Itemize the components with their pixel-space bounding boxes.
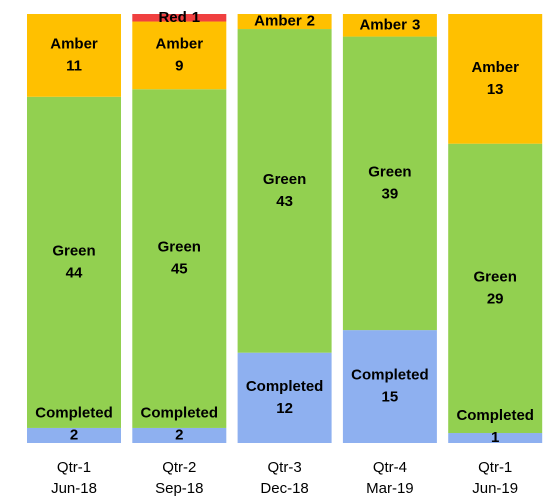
bar-segment — [237, 352, 332, 443]
x-tick-label: Jun-18 — [51, 480, 97, 497]
data-label: 1 — [491, 429, 499, 446]
bar-segment — [237, 14, 332, 30]
data-label-name: Green — [52, 242, 95, 259]
data-label: 11 — [66, 57, 82, 74]
bar-segment — [342, 330, 437, 443]
data-label-name: Green — [158, 239, 201, 256]
x-tick-label: Sep-18 — [155, 480, 203, 497]
data-label-name: Amber — [50, 35, 98, 52]
bar-segment — [237, 29, 332, 353]
data-label: 2 — [70, 426, 78, 443]
data-label-name: Completed — [351, 367, 429, 384]
data-label-name: Completed — [141, 404, 219, 421]
data-label: 9 — [175, 57, 183, 74]
data-label-name: Amber — [471, 59, 519, 76]
bar-segment — [342, 36, 437, 331]
data-label: 45 — [171, 261, 188, 278]
bar-segment — [132, 89, 227, 428]
data-label: Amber 2 — [254, 12, 315, 29]
data-label-value: 2 — [307, 12, 315, 29]
data-label: 29 — [487, 290, 504, 307]
data-label: 43 — [276, 193, 293, 210]
bar-segment — [448, 14, 543, 144]
data-label-name: Amber — [156, 35, 204, 52]
bar-segment — [132, 21, 227, 90]
bar-segment — [27, 427, 121, 443]
data-label: 13 — [487, 81, 504, 98]
bar-segment — [132, 14, 227, 22]
data-label: 44 — [66, 264, 83, 281]
x-tick-label: Qtr-1 — [57, 459, 91, 476]
bar-segment — [27, 14, 121, 97]
bar-segment — [448, 143, 543, 434]
data-label-name: Amber — [254, 12, 302, 29]
data-label-name: Green — [263, 171, 306, 188]
bar-segment — [448, 433, 543, 443]
x-tick-label: Qtr-3 — [268, 459, 302, 476]
data-label-name: Completed — [35, 404, 113, 421]
data-label-name: Amber — [359, 16, 407, 33]
data-label-name: Green — [474, 268, 517, 285]
data-label-name: Completed — [456, 407, 534, 424]
bar-segment — [132, 427, 227, 443]
bar-segment — [342, 14, 437, 37]
x-tick-label: Dec-18 — [260, 480, 308, 497]
data-label: 2 — [175, 426, 183, 443]
data-label: 39 — [382, 185, 399, 202]
x-tick-label: Qtr-1 — [478, 459, 512, 476]
x-tick-label: Qtr-2 — [162, 459, 196, 476]
x-tick-label: Qtr-4 — [373, 459, 407, 476]
bar-segment — [27, 96, 121, 428]
data-label: 12 — [276, 400, 293, 417]
data-label: Red 1 — [158, 9, 200, 26]
data-label: 15 — [382, 389, 399, 406]
data-label-value: 3 — [412, 16, 420, 33]
x-tick-label: Mar-19 — [366, 480, 414, 497]
data-label-value: 1 — [192, 9, 200, 26]
data-label-name: Green — [368, 163, 411, 180]
data-label-name: Red — [158, 9, 186, 26]
data-label: Amber 3 — [359, 16, 420, 33]
data-label-name: Completed — [246, 378, 324, 395]
x-tick-label: Jun-19 — [472, 480, 518, 497]
